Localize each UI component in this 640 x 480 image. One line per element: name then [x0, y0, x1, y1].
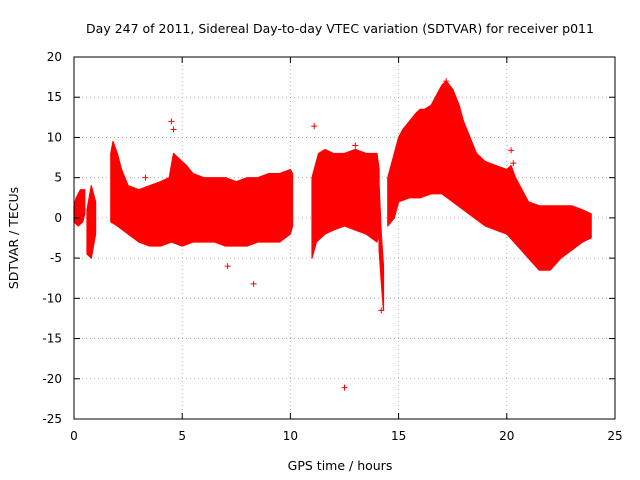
y-tick-label: -5: [50, 251, 62, 265]
outlier-markers: [142, 78, 517, 391]
y-tick-label: 10: [47, 130, 62, 144]
outlier-point: [142, 174, 149, 181]
series-arc-6: [387, 80, 592, 271]
x-tick-label: 15: [391, 429, 406, 443]
series-arc-5: [378, 185, 385, 311]
x-axis-label: GPS time / hours: [288, 458, 393, 473]
y-tick-label: 0: [54, 211, 62, 225]
x-tick-labels: 0 5 10 15 20 25: [70, 429, 622, 443]
outlier-point: [510, 160, 517, 167]
outlier-point: [378, 307, 385, 314]
series-arc-3: [110, 140, 294, 247]
x-tick-label: 0: [70, 429, 78, 443]
y-tick-label: 15: [47, 90, 62, 104]
outlier-point: [341, 384, 348, 391]
outlier-point: [508, 147, 515, 154]
y-tick-label: 5: [54, 171, 62, 185]
y-tick-label: 20: [47, 50, 62, 64]
data-series: [73, 80, 592, 311]
outlier-point: [168, 118, 175, 125]
series-arc-1: [73, 189, 86, 227]
outlier-point: [224, 263, 231, 270]
outlier-point: [170, 126, 177, 133]
y-tick-label: -25: [42, 412, 62, 426]
x-tick-label: 5: [178, 429, 186, 443]
y-tick-label: -15: [42, 332, 62, 346]
plot-frame: [73, 56, 616, 420]
outlier-point: [265, 176, 272, 183]
series-arc-4: [311, 148, 380, 259]
outlier-point: [352, 142, 359, 149]
x-tick-label: 25: [607, 429, 622, 443]
outlier-point: [250, 280, 257, 287]
x-tick-label: 20: [499, 429, 514, 443]
y-tick-labels: -25 -20 -15 -10 -5 0 5 10 15 20: [42, 50, 62, 426]
outlier-point: [311, 123, 318, 130]
y-axis-label: SDTVAR / TECUs: [6, 187, 21, 289]
y-tick-label: -10: [42, 291, 62, 305]
series-arc-2: [86, 185, 97, 259]
chart-title: Day 247 of 2011, Sidereal Day-to-day VTE…: [86, 21, 594, 36]
outlier-point: [443, 78, 450, 85]
axis-ticks: [73, 56, 616, 420]
x-tick-label: 10: [283, 429, 298, 443]
y-tick-label: -20: [42, 372, 62, 386]
